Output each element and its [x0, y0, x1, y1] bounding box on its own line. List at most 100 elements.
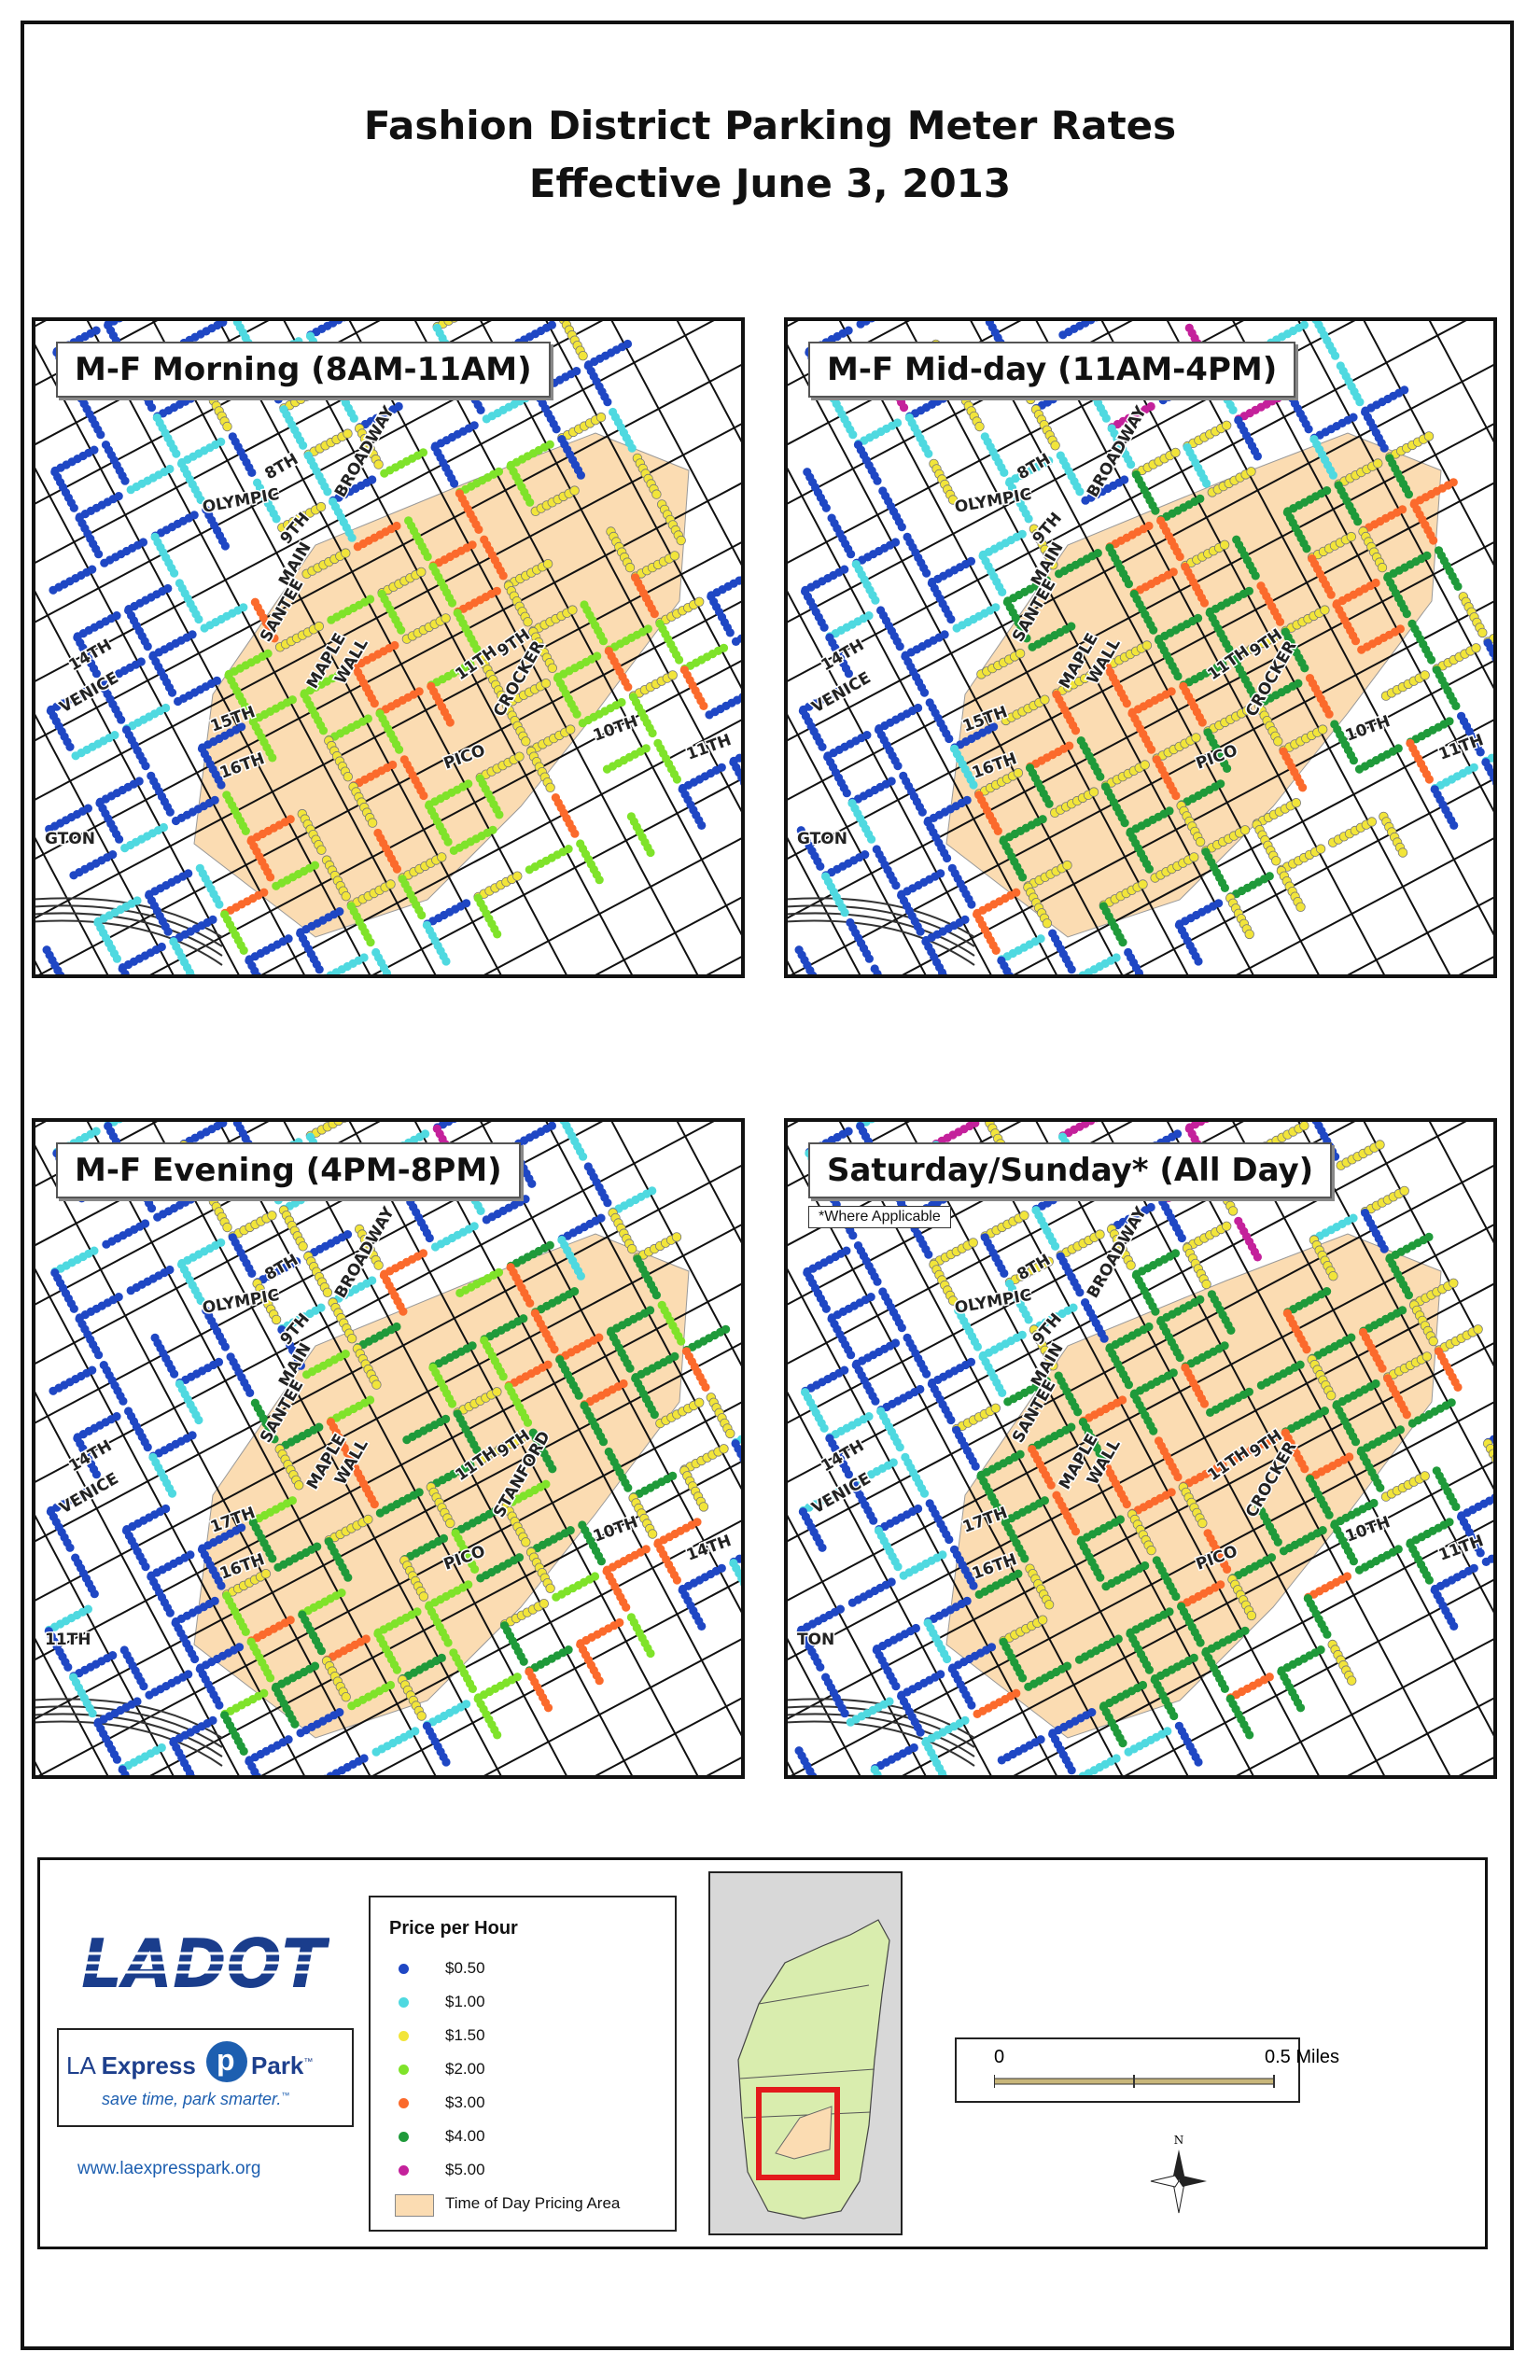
meter-dot	[989, 722, 999, 732]
meter-dot	[392, 1322, 401, 1332]
meter-dot	[361, 1634, 371, 1644]
meter-dot	[919, 688, 930, 697]
meter-dot	[90, 445, 99, 455]
meter-dot	[545, 782, 555, 793]
meter-dot	[416, 567, 427, 578]
meter-dot	[217, 1581, 226, 1590]
meter-dot	[1402, 609, 1411, 619]
map-panel-morning[interactable]: 8TH OLYMPIC BROADWAY 9TH MAIN SANTEE MAPLE WALL…	[32, 317, 745, 978]
meter-dot	[437, 852, 447, 862]
meter-dot	[545, 440, 554, 449]
meter-dot	[1050, 441, 1060, 451]
meter-dot	[450, 321, 458, 323]
meter-dot	[527, 1179, 537, 1188]
meter-dot	[940, 630, 949, 639]
meter-dot	[1165, 806, 1174, 816]
meter-dot	[222, 421, 232, 432]
meter-dot	[343, 772, 354, 782]
meter-dot	[844, 669, 853, 679]
meter-dot	[69, 503, 78, 512]
meter-dot	[1423, 431, 1435, 441]
meter-dot	[91, 1127, 101, 1136]
meter-dot	[567, 605, 578, 615]
meter-dot	[65, 1543, 75, 1552]
meter-dot	[844, 326, 853, 335]
meter-dot	[1199, 598, 1210, 608]
meter-dot	[735, 576, 741, 585]
meter-dot	[1144, 521, 1154, 531]
meter-dot	[141, 1219, 150, 1228]
meter-dot	[1324, 709, 1334, 719]
meter-dot	[468, 1684, 477, 1693]
meter-dot	[893, 762, 903, 771]
meter-dot	[108, 850, 118, 860]
meter-dot	[646, 1648, 655, 1659]
meter-dot	[1005, 972, 1014, 974]
meter-dot	[112, 611, 121, 621]
meter-dot	[1219, 539, 1230, 551]
meter-dot	[498, 571, 508, 581]
meter-dot	[519, 1314, 528, 1323]
meter-dot	[519, 1657, 528, 1666]
meter-dot	[1048, 560, 1058, 570]
meter-dot	[411, 1727, 420, 1736]
map-panel-evening[interactable]: 8TH OLYMPIC BROADWAY 9TH MAIN SANTEE MAPLE WALL…	[32, 1118, 745, 1779]
meter-dot	[370, 699, 379, 708]
meter-dot	[566, 1526, 575, 1535]
meter-dot	[414, 687, 424, 696]
street	[35, 533, 741, 974]
meter-dot	[157, 942, 166, 952]
meter-dot	[1218, 660, 1227, 669]
street	[310, 321, 741, 974]
meter-dot	[668, 1471, 678, 1480]
meter-dot	[1404, 490, 1413, 499]
meter-dot	[237, 722, 246, 732]
meter-dot	[646, 847, 655, 858]
meter-dot	[1071, 726, 1081, 735]
meter-dot	[675, 655, 684, 665]
meter-dot	[218, 1122, 228, 1127]
map-panel-midday[interactable]: 8TH OLYMPIC BROADWAY 9TH MAIN SANTEE MAPLE WALL…	[784, 317, 1497, 978]
meter-dot	[1167, 687, 1176, 696]
meter-dot	[341, 1122, 347, 1123]
meter-dot	[341, 891, 351, 902]
meter-dot	[272, 514, 281, 524]
street-label: 9TH	[1029, 510, 1067, 549]
meter-dot	[697, 820, 707, 831]
meter-dot	[1239, 825, 1251, 835]
meter-dot	[842, 789, 851, 798]
meter-dot	[991, 945, 1001, 956]
meter-dot	[1112, 953, 1121, 962]
meter-dot	[136, 657, 146, 666]
meter-dot	[1146, 401, 1155, 412]
meter-dot	[392, 1665, 401, 1674]
meter-dot	[548, 1464, 557, 1474]
meter-dot	[495, 810, 504, 819]
meter-dot	[418, 1591, 429, 1602]
meter-dot	[1295, 902, 1306, 913]
meter-dot	[1138, 879, 1148, 889]
meter-dot	[693, 1518, 702, 1527]
meter-dot	[1326, 590, 1336, 599]
meter-dot	[394, 401, 403, 412]
street	[35, 1122, 422, 1775]
meter-dot	[492, 1387, 502, 1397]
meter-dot	[185, 1769, 195, 1775]
meter-dot	[243, 707, 253, 716]
meter-dot	[1090, 667, 1101, 678]
meter-dot	[493, 930, 502, 939]
meter-dot	[185, 968, 195, 974]
meter-dot	[1299, 321, 1309, 329]
meter-dot	[90, 1589, 99, 1599]
meter-dot	[936, 869, 945, 878]
meter-dot	[167, 1489, 177, 1498]
meter-dot	[543, 1360, 553, 1369]
meter-dot	[413, 1607, 422, 1617]
meter-dot	[545, 1240, 554, 1250]
meter-dot	[623, 1483, 633, 1492]
meter-dot	[945, 734, 954, 744]
meter-dot	[547, 1122, 556, 1130]
meter-dot	[736, 634, 741, 643]
meter-dot	[241, 1627, 250, 1636]
meter-dot	[816, 861, 825, 871]
